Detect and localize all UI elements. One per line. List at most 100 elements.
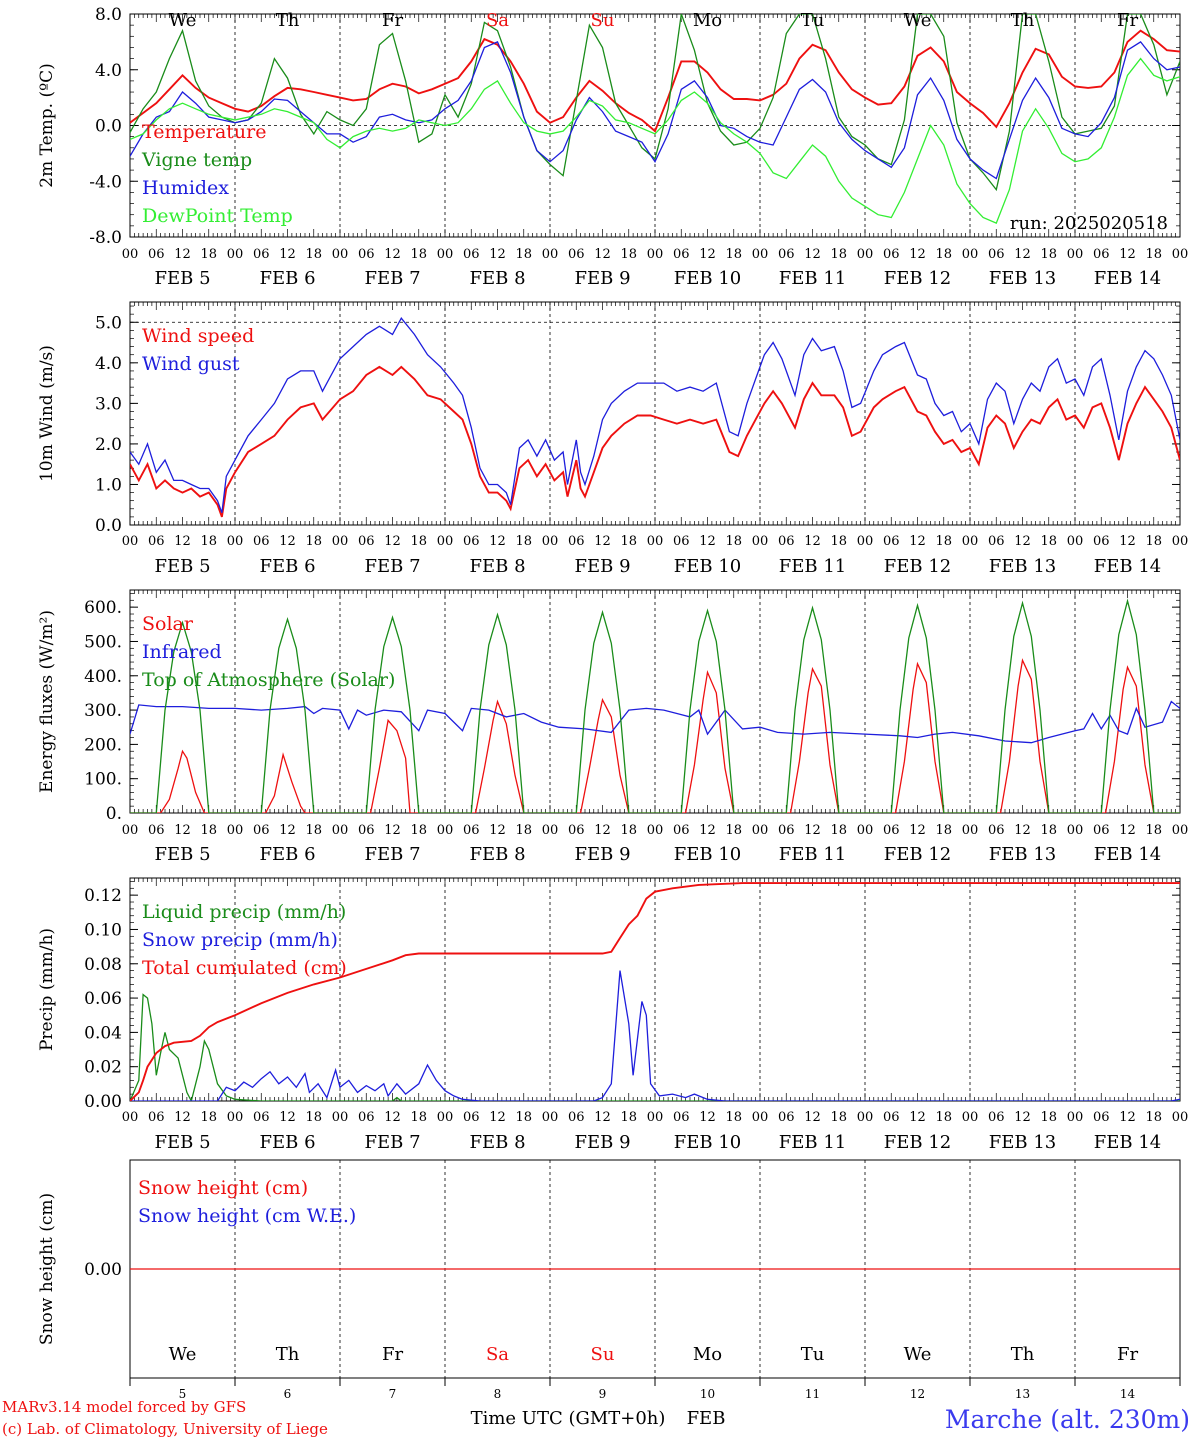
hour-tick-label: 18 [1040,823,1057,838]
hour-tick-label: 12 [1014,247,1031,262]
hour-tick-label: 12 [279,823,296,838]
hour-tick-label: 18 [410,823,427,838]
hour-tick-label: 00 [752,247,769,262]
y-axis-label: Energy fluxes (W/m²) [37,610,57,793]
hour-tick-label: 00 [542,247,559,262]
date-label: FEB 11 [779,268,846,289]
hour-tick-label: 12 [384,823,401,838]
hour-tick-label: 18 [935,247,952,262]
hour-tick-label: 00 [542,1110,559,1125]
y-tick-label: -8.0 [89,228,122,248]
hour-tick-label: 18 [725,823,742,838]
weekday-label: Tu [801,10,825,31]
date-label: FEB 11 [779,1132,846,1153]
series-line-liquid-precip-mm-h [130,993,1180,1101]
date-label: FEB 14 [1094,844,1161,865]
weekday-label: Fr [382,10,403,31]
hour-tick-label: 18 [515,1110,532,1125]
y-tick-label: 4.0 [95,354,122,374]
date-label: FEB 7 [364,268,420,289]
hour-tick-label: 06 [778,247,795,262]
y-tick-label: -4.0 [89,172,122,192]
weekday-label: We [904,10,932,31]
hour-tick-label: 00 [962,823,979,838]
legend-entry: DewPoint Temp [142,205,293,227]
hour-tick-label: 06 [988,534,1005,549]
legend-entry: Top of Atmosphere (Solar) [142,669,395,691]
hour-tick-label: 00 [647,823,664,838]
date-label: FEB 13 [989,844,1056,865]
hour-tick-label: 12 [1014,1110,1031,1125]
series-line-dewpoint-temp [130,57,1180,224]
weekday-label: Th [276,1344,300,1365]
hour-tick-label: 00 [122,823,139,838]
date-label: FEB 11 [779,556,846,577]
weekday-label: Sa [486,10,509,31]
legend-entry: Humidex [142,177,229,199]
y-tick-label: 300. [84,701,122,721]
hour-tick-label: 12 [699,247,716,262]
hour-tick-label: 06 [1093,534,1110,549]
hour-tick-label: 12 [279,247,296,262]
hour-tick-label: 12 [804,1110,821,1125]
hour-tick-label: 12 [594,247,611,262]
hour-tick-label: 06 [253,534,270,549]
date-label: FEB 8 [469,268,525,289]
date-label: FEB 13 [989,1132,1056,1153]
legend-entry: Snow height (cm) [138,1177,308,1199]
y-tick-label: 0.00 [84,1260,122,1280]
hour-tick-label: 18 [305,823,322,838]
weekday-label: Tu [801,1344,825,1365]
hour-tick-label: 12 [1014,823,1031,838]
hour-tick-label: 18 [200,1110,217,1125]
hour-tick-label: 06 [253,1110,270,1125]
y-tick-label: 200. [84,735,122,755]
y-tick-label: 600. [84,598,122,618]
day-number-label: 12 [910,1387,925,1401]
y-tick-label: 0.04 [84,1023,122,1043]
run-annotation: run: 2025020518 [1010,213,1168,234]
weekday-label: We [904,1344,932,1365]
series-line-snow-precip-mm-h [130,970,1180,1101]
hour-tick-label: 12 [489,1110,506,1125]
hour-tick-label: 06 [148,823,165,838]
day-number-label: 9 [599,1387,607,1401]
date-label: FEB 6 [259,1132,315,1153]
weekday-label: Th [276,10,300,31]
y-tick-label: 2.0 [95,435,122,455]
hour-tick-label: 12 [279,534,296,549]
hour-tick-label: 00 [1067,247,1084,262]
y-tick-label: 0.06 [84,989,122,1009]
hour-tick-label: 18 [725,534,742,549]
hour-tick-label: 00 [1067,1110,1084,1125]
hour-tick-label: 18 [515,823,532,838]
hour-tick-label: 18 [620,823,637,838]
hour-tick-label: 06 [778,1110,795,1125]
date-label: FEB 12 [884,844,951,865]
hour-tick-label: 00 [227,1110,244,1125]
hour-tick-label: 18 [830,1110,847,1125]
hour-tick-label: 18 [830,534,847,549]
hour-tick-label: 00 [122,247,139,262]
hour-tick-label: 12 [594,823,611,838]
hour-tick-label: 18 [1040,534,1057,549]
date-label: FEB 6 [259,844,315,865]
hour-tick-label: 12 [909,247,926,262]
series-line-infrared [130,700,1180,744]
hour-tick-label: 00 [122,534,139,549]
panel-3 [129,589,1181,814]
hour-tick-label: 00 [1172,823,1189,838]
y-tick-label: 0. [106,804,122,824]
date-label: FEB 13 [989,268,1056,289]
legend-entry: Infrared [142,641,222,663]
hour-tick-label: 18 [725,247,742,262]
date-label: FEB 14 [1094,1132,1161,1153]
hour-tick-label: 18 [305,534,322,549]
day-number-label: 6 [284,1387,292,1401]
hour-tick-label: 06 [883,823,900,838]
date-label: FEB 5 [154,268,210,289]
date-label: FEB 12 [884,556,951,577]
hour-tick-label: 00 [227,823,244,838]
hour-tick-label: 06 [988,247,1005,262]
